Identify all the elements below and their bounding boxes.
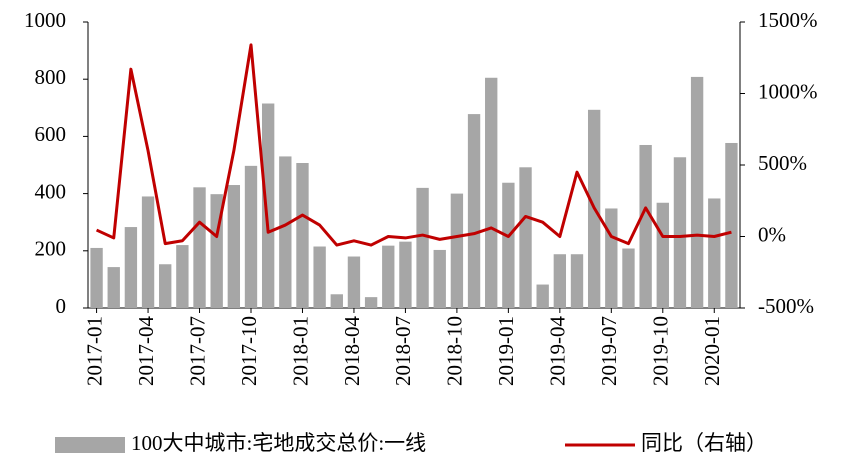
bar <box>673 157 687 308</box>
x-tick-label: 2018-01 <box>288 316 312 386</box>
bar <box>485 77 498 309</box>
legend-label: 同比（右轴） <box>641 431 767 455</box>
bar <box>141 196 155 308</box>
y-tick-label: 800 <box>35 65 67 89</box>
bar <box>553 254 567 308</box>
bar <box>450 193 464 308</box>
y-tick-label: 200 <box>35 237 67 261</box>
bar <box>279 156 292 308</box>
bar <box>416 187 429 308</box>
x-tick-label: 2018-07 <box>391 316 415 386</box>
bar <box>502 182 515 308</box>
bar <box>313 246 326 308</box>
bar <box>708 198 721 308</box>
y2-tick-label: -500% <box>758 294 814 318</box>
x-tick-label: 2019-04 <box>546 316 570 386</box>
x-tick-label: 2019-10 <box>649 316 673 386</box>
bar <box>467 114 481 308</box>
x-tick-label: 2017-10 <box>237 316 261 386</box>
legend-label: 100大中城市:宅地成交总价:一线 <box>131 431 426 455</box>
x-tick-label: 2017-07 <box>185 316 209 386</box>
y2-tick-label: 1500% <box>758 8 818 32</box>
y-tick-label: 1000 <box>24 8 66 32</box>
bar <box>159 264 172 308</box>
x-tick-label: 2018-04 <box>340 316 364 386</box>
bar <box>690 76 704 308</box>
legend-swatch <box>55 437 125 453</box>
y-tick-label: 0 <box>56 294 67 318</box>
bar <box>399 241 412 308</box>
bar <box>519 167 532 308</box>
y2-tick-label: 1000% <box>758 79 818 103</box>
x-tick-label: 2017-01 <box>82 316 106 386</box>
bar <box>433 249 446 308</box>
y2-tick-label: 0% <box>758 222 786 246</box>
bar <box>570 254 584 308</box>
bar <box>605 208 618 308</box>
y2-tick-label: 500% <box>758 151 807 175</box>
bar <box>364 297 378 308</box>
bar <box>261 103 275 308</box>
bar <box>244 165 258 308</box>
bar <box>536 284 549 308</box>
x-tick-label: 2017-04 <box>134 316 158 386</box>
line <box>95 43 732 247</box>
bar <box>296 162 309 308</box>
bar <box>124 227 138 308</box>
x-tick-label: 2020-01 <box>700 316 724 386</box>
bar <box>193 187 206 308</box>
bar <box>330 294 343 308</box>
bar <box>622 248 635 308</box>
y-tick-label: 400 <box>35 179 67 203</box>
bar <box>90 247 103 308</box>
bar <box>176 245 189 308</box>
bar <box>656 202 669 308</box>
bar <box>639 144 652 308</box>
y-tick-label: 600 <box>35 122 67 146</box>
x-tick-label: 2018-10 <box>443 316 467 386</box>
bar <box>382 245 395 308</box>
bar <box>725 142 738 308</box>
x-tick-label: 2019-07 <box>597 316 621 386</box>
x-tick-label: 2019-01 <box>494 316 518 386</box>
bar <box>107 267 120 308</box>
bar <box>227 185 241 308</box>
bar <box>347 256 361 308</box>
